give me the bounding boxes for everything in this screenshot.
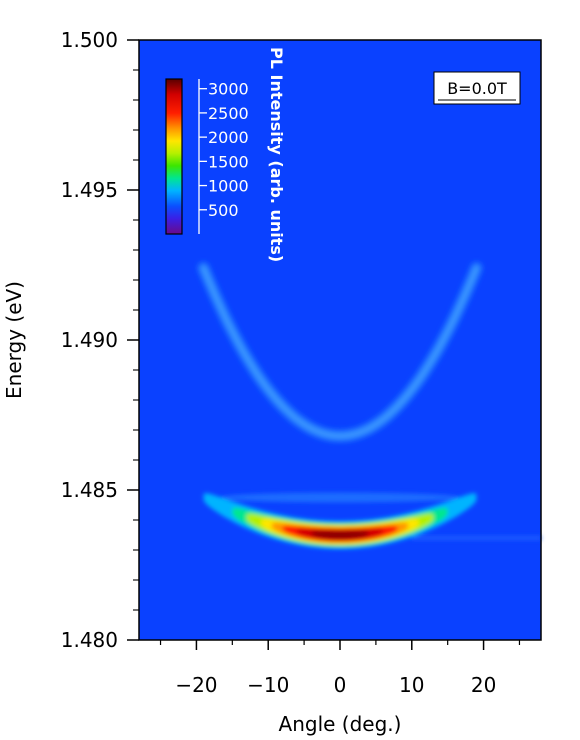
y-axis: 1.480 1.485 1.490 1.495 1.500 — [61, 28, 139, 652]
colorbar-tick-label: 1000 — [208, 177, 249, 196]
colorbar: 500 1000 1500 2000 2500 3000 PL Intensity (ar… — [165, 47, 286, 262]
colorbar-ticks: 500 1000 1500 2000 2500 3000 — [199, 80, 249, 220]
y-tick-label: 1.495 — [61, 178, 118, 202]
upper-branch-core — [201, 265, 479, 439]
annotation-text: B=0.0T — [447, 79, 507, 98]
x-tick-label: −10 — [247, 673, 289, 697]
y-axis-title: Energy (eV) — [2, 281, 26, 399]
y-tick-label: 1.490 — [61, 328, 118, 352]
field-annotation: B=0.0T — [433, 71, 521, 105]
colorbar-tick-label: 2500 — [208, 104, 249, 123]
y-tick-label: 1.500 — [61, 28, 118, 52]
colorbar-gradient — [165, 78, 183, 235]
colorbar-tick-label: 2000 — [208, 128, 249, 147]
x-axis-title: Angle (deg.) — [279, 712, 402, 736]
x-tick-label: 20 — [471, 673, 496, 697]
lower-branch-emission — [203, 492, 541, 549]
x-tick-label: −20 — [175, 673, 217, 697]
colorbar-tick-label: 500 — [208, 201, 239, 220]
y-tick-label: 1.480 — [61, 628, 118, 652]
colorbar-title: PL Intensity (arb. units) — [267, 47, 286, 262]
y-tick-label: 1.485 — [61, 478, 118, 502]
x-tick-label: 0 — [334, 673, 347, 697]
lower-branch-shoulder — [220, 492, 460, 503]
annotation-box — [433, 71, 521, 105]
upper-branch-emission — [197, 262, 483, 443]
lower-branch-level-peak — [311, 531, 369, 539]
x-tick-label: 10 — [399, 673, 424, 697]
lower-branch-tail — [411, 536, 541, 540]
colorbar-tick-label: 1500 — [208, 152, 249, 171]
x-axis: −20 −10 0 10 20 — [159, 640, 521, 697]
colorbar-tick-label: 3000 — [208, 80, 249, 99]
